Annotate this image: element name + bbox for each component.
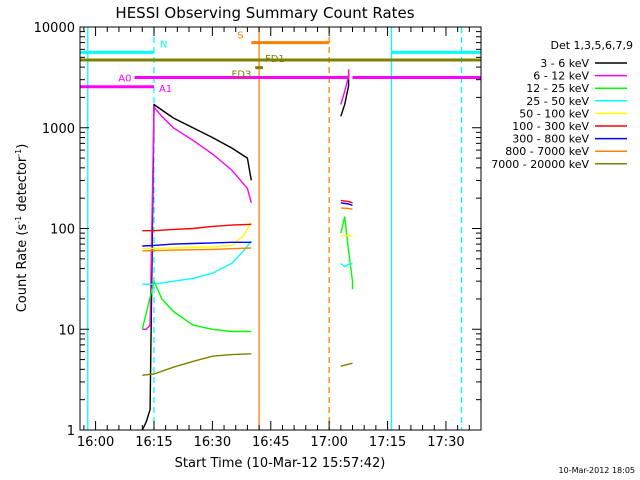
x-tick-label: 16:00 xyxy=(77,435,114,450)
series-line-0-0 xyxy=(141,103,252,430)
y-axis-label-mid: detector xyxy=(15,156,30,216)
footer-timestamp: 10-Mar-2012 18:05 xyxy=(559,466,636,475)
chart-title: HESSI Observing Summary Count Rates xyxy=(115,4,414,22)
axis-layer: 1 10 100 1000 10000 16:00 16:15 16:30 16:45 17:00… xyxy=(34,21,482,450)
series-line-5-0 xyxy=(142,223,252,232)
y-axis-label-end: ) xyxy=(15,144,30,149)
plot-layer: N S FD1 FD3 A0 A1 xyxy=(80,27,481,430)
x-tick-label: 16:30 xyxy=(194,435,231,450)
flag-label-n: N xyxy=(160,39,167,50)
legend-label-0: 3 - 6 keV xyxy=(540,57,589,70)
legend-label-5: 100 - 300 keV xyxy=(512,120,589,133)
legend-label-1: 6 - 12 keV xyxy=(533,70,589,83)
x-tick-label: 17:30 xyxy=(427,435,464,450)
flag-label-fd3: FD3 xyxy=(232,70,252,81)
legend-label-4: 50 - 100 keV xyxy=(519,107,589,120)
y-tick-label: 10 xyxy=(58,323,75,338)
series-line-4-0 xyxy=(142,222,252,250)
legend-label-3: 25 - 50 keV xyxy=(526,95,589,108)
y-axis-label-sup2: -1 xyxy=(14,149,23,157)
flag-label-s: S xyxy=(237,31,243,42)
legend-label-7: 800 - 7000 keV xyxy=(505,145,589,158)
y-axis-label: Count Rate (s-1 detector-1) xyxy=(14,144,30,313)
series-line-1-1 xyxy=(340,69,350,105)
x-axis-label: Start Time (10-Mar-12 15:57:42) xyxy=(175,456,386,471)
flag-label-fd1: FD1 xyxy=(265,54,285,65)
x-tick-label: 16:45 xyxy=(252,435,289,450)
legend-title: Det 1,3,5,6,7,9 xyxy=(550,39,633,52)
series-line-3-1 xyxy=(340,262,353,268)
y-axis-label-main: Count Rate (s xyxy=(15,224,30,313)
y-tick-label: 1 xyxy=(67,424,75,439)
legend-label-8: 7000 - 20000 keV xyxy=(491,158,589,171)
y-axis-label-sup1: -1 xyxy=(14,216,23,224)
x-tick-label: 17:00 xyxy=(310,435,347,450)
flag-label-a1: A1 xyxy=(159,84,172,95)
series-line-5-1 xyxy=(340,199,353,204)
series-line-7-1 xyxy=(340,207,353,210)
y-tick-label: 100 xyxy=(50,223,75,238)
series-line-0-1 xyxy=(340,74,350,117)
y-tick-label: 10000 xyxy=(34,21,75,36)
series-line-7-0 xyxy=(142,247,252,252)
series-line-1-0 xyxy=(142,106,252,330)
legend-label-6: 300 - 800 keV xyxy=(512,133,589,146)
series-line-6-0 xyxy=(142,241,252,247)
flag-label-a0: A0 xyxy=(118,74,131,85)
x-tick-label: 17:15 xyxy=(369,435,406,450)
series-line-8-0 xyxy=(142,353,252,376)
x-tick-label: 16:15 xyxy=(135,435,172,450)
legend-label-2: 12 - 25 keV xyxy=(526,82,589,95)
series-line-6-1 xyxy=(340,202,353,206)
y-tick-label: 1000 xyxy=(42,122,75,137)
series-line-3-0 xyxy=(142,240,252,285)
series-line-2-1 xyxy=(340,216,354,290)
series-line-8-1 xyxy=(340,362,353,367)
plot-area xyxy=(80,27,481,430)
